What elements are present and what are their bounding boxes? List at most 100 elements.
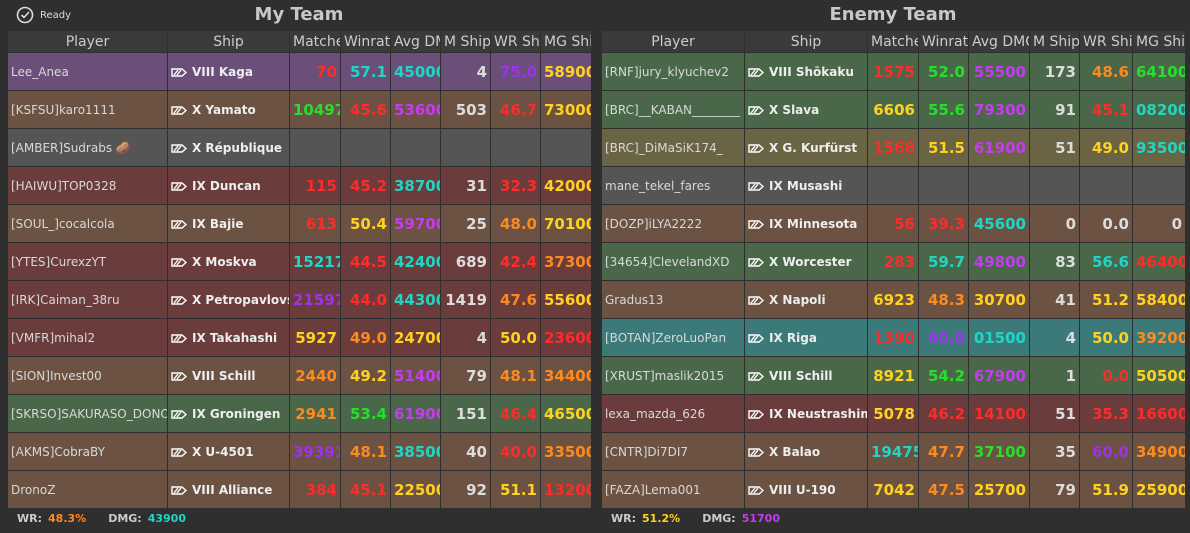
stat-cell: 79 [440, 356, 491, 395]
stat-cell: 45.2 [340, 166, 391, 205]
stat-cell: 38500 [390, 432, 441, 471]
player-row: [AMBER]Sudrabs 🥔 X République [7, 128, 592, 167]
stat-cell: 42000 [540, 166, 592, 205]
ship-cell: IX Minnesota [744, 204, 868, 243]
ship-icon [171, 143, 187, 153]
stat-cell: 46.2 [918, 394, 969, 433]
ship-name: VIII Kaga [192, 64, 253, 79]
ship-name: X Yamato [192, 102, 256, 117]
stat-cell: 01500 [968, 318, 1030, 357]
stat-cell: 1390 [867, 318, 919, 357]
stat-cell: 30700 [968, 280, 1030, 319]
ship-name: IX Minnesota [769, 216, 858, 231]
ship-name: VIII Schill [769, 368, 833, 383]
ship-cell: X République [167, 128, 290, 167]
ship-cell: IX Duncan [167, 166, 290, 205]
column-header: M Ship [1029, 30, 1080, 53]
ship-icon [171, 219, 187, 229]
ship-cell: VIII Schill [167, 356, 290, 395]
stat-cell: 25700 [968, 470, 1030, 509]
team-summary: WR: 51.2% DMG: 51700 [601, 509, 1185, 529]
stat-cell: 47.5 [918, 470, 969, 509]
player-name: [BRC]_DiMaSiK174_ [601, 128, 745, 167]
stat-cell: 2440 [289, 356, 341, 395]
ship-icon [171, 295, 187, 305]
stat-cell: 503 [440, 90, 491, 129]
stat-cell: 33500 [540, 432, 592, 471]
stat-cell: 22500 [390, 470, 441, 509]
stat-cell: 32.3 [490, 166, 541, 205]
ship-cell: X Worcester [744, 242, 868, 281]
stat-cell: 4 [440, 52, 491, 91]
stat-cell: 38700 [390, 166, 441, 205]
player-name: Lee_Anea [7, 52, 168, 91]
stat-cell: 75.0 [490, 52, 541, 91]
stat-cell: 384 [289, 470, 341, 509]
stat-cell: 44.5 [340, 242, 391, 281]
ship-name: IX Duncan [192, 178, 261, 193]
stat-cell: 283 [867, 242, 919, 281]
stat-cell: 52.0 [918, 52, 969, 91]
player-name: [XRUST]maslik2015 [601, 356, 745, 395]
stat-cell: 0.0 [1079, 356, 1133, 395]
stat-cell: 40.0 [490, 432, 541, 471]
ship-icon [171, 67, 187, 77]
player-row: [BRC]__KABAN________ X Slava 6606 55.6 79300… [601, 90, 1186, 129]
stat-cell: 47.6 [490, 280, 541, 319]
wr-label: WR: [611, 512, 637, 525]
ship-name: VIII Shōkaku [769, 64, 854, 79]
stat-cell: 14100 [968, 394, 1030, 433]
stat-cell: 49800 [968, 242, 1030, 281]
stat-cell: 4 [440, 318, 491, 357]
stat-cell: 39.3 [918, 204, 969, 243]
column-header: Winrate [340, 30, 391, 53]
stat-cell: 39200 [1132, 318, 1186, 357]
dmg-value: 51700 [741, 512, 780, 525]
stat-cell [968, 166, 1030, 205]
stat-cell: 5927 [289, 318, 341, 357]
stat-cell: 40 [440, 432, 491, 471]
ship-icon [748, 143, 764, 153]
ship-icon [171, 181, 187, 191]
ship-name: IX Riga [769, 330, 817, 345]
stat-cell: 41 [1029, 280, 1080, 319]
player-row: [XRUST]maslik2015 VIII Schill 8921 54.2 6790… [601, 356, 1186, 395]
stat-cell: 08200 [1132, 90, 1186, 129]
stat-cell [440, 128, 491, 167]
player-row: [BRC]_DiMaSiK174_ X G. Kurfürst 1568 51.5 61… [601, 128, 1186, 167]
player-row: [RNF]jury_klyuchev2 VIII Shōkaku 1575 52.0 5… [601, 52, 1186, 91]
stat-cell: 5078 [867, 394, 919, 433]
stat-cell [918, 166, 969, 205]
ship-cell: VIII Schill [744, 356, 868, 395]
player-name: [FAZA]Lema001 [601, 470, 745, 509]
column-header: M Ship [440, 30, 491, 53]
player-name: [SOUL_]cocalcola [7, 204, 168, 243]
column-header: Matches [867, 30, 919, 53]
ship-icon [748, 219, 764, 229]
stat-cell [289, 128, 341, 167]
player-name: [VMFR]mihal2 [7, 318, 168, 357]
stat-cell: 53600 [390, 90, 441, 129]
ship-cell: IX Neustrashimy [744, 394, 868, 433]
stat-cell [540, 128, 592, 167]
ship-name: X Worcester [769, 254, 852, 269]
player-name: [AMBER]Sudrabs 🥔 [7, 128, 168, 167]
stat-cell: 59700 [390, 204, 441, 243]
player-name: mane_tekel_fares [601, 166, 745, 205]
ship-name: IX Groningen [192, 406, 281, 421]
stat-cell: 44.0 [340, 280, 391, 319]
stat-cell: 60.9 [918, 318, 969, 357]
player-name: [SION]Invest00 [7, 356, 168, 395]
stat-cell: 51.9 [1079, 470, 1133, 509]
stat-cell: 48.6 [1079, 52, 1133, 91]
stat-cell: 44300 [390, 280, 441, 319]
ship-icon [748, 447, 764, 457]
stat-cell: 61900 [968, 128, 1030, 167]
stat-cell: 79300 [968, 90, 1030, 129]
stat-cell: 1 [1029, 356, 1080, 395]
ship-cell: IX Riga [744, 318, 868, 357]
stat-cell: 55600 [540, 280, 592, 319]
stat-cell: 48.1 [340, 432, 391, 471]
stat-cell: 73000 [540, 90, 592, 129]
ship-cell: IX Groningen [167, 394, 290, 433]
